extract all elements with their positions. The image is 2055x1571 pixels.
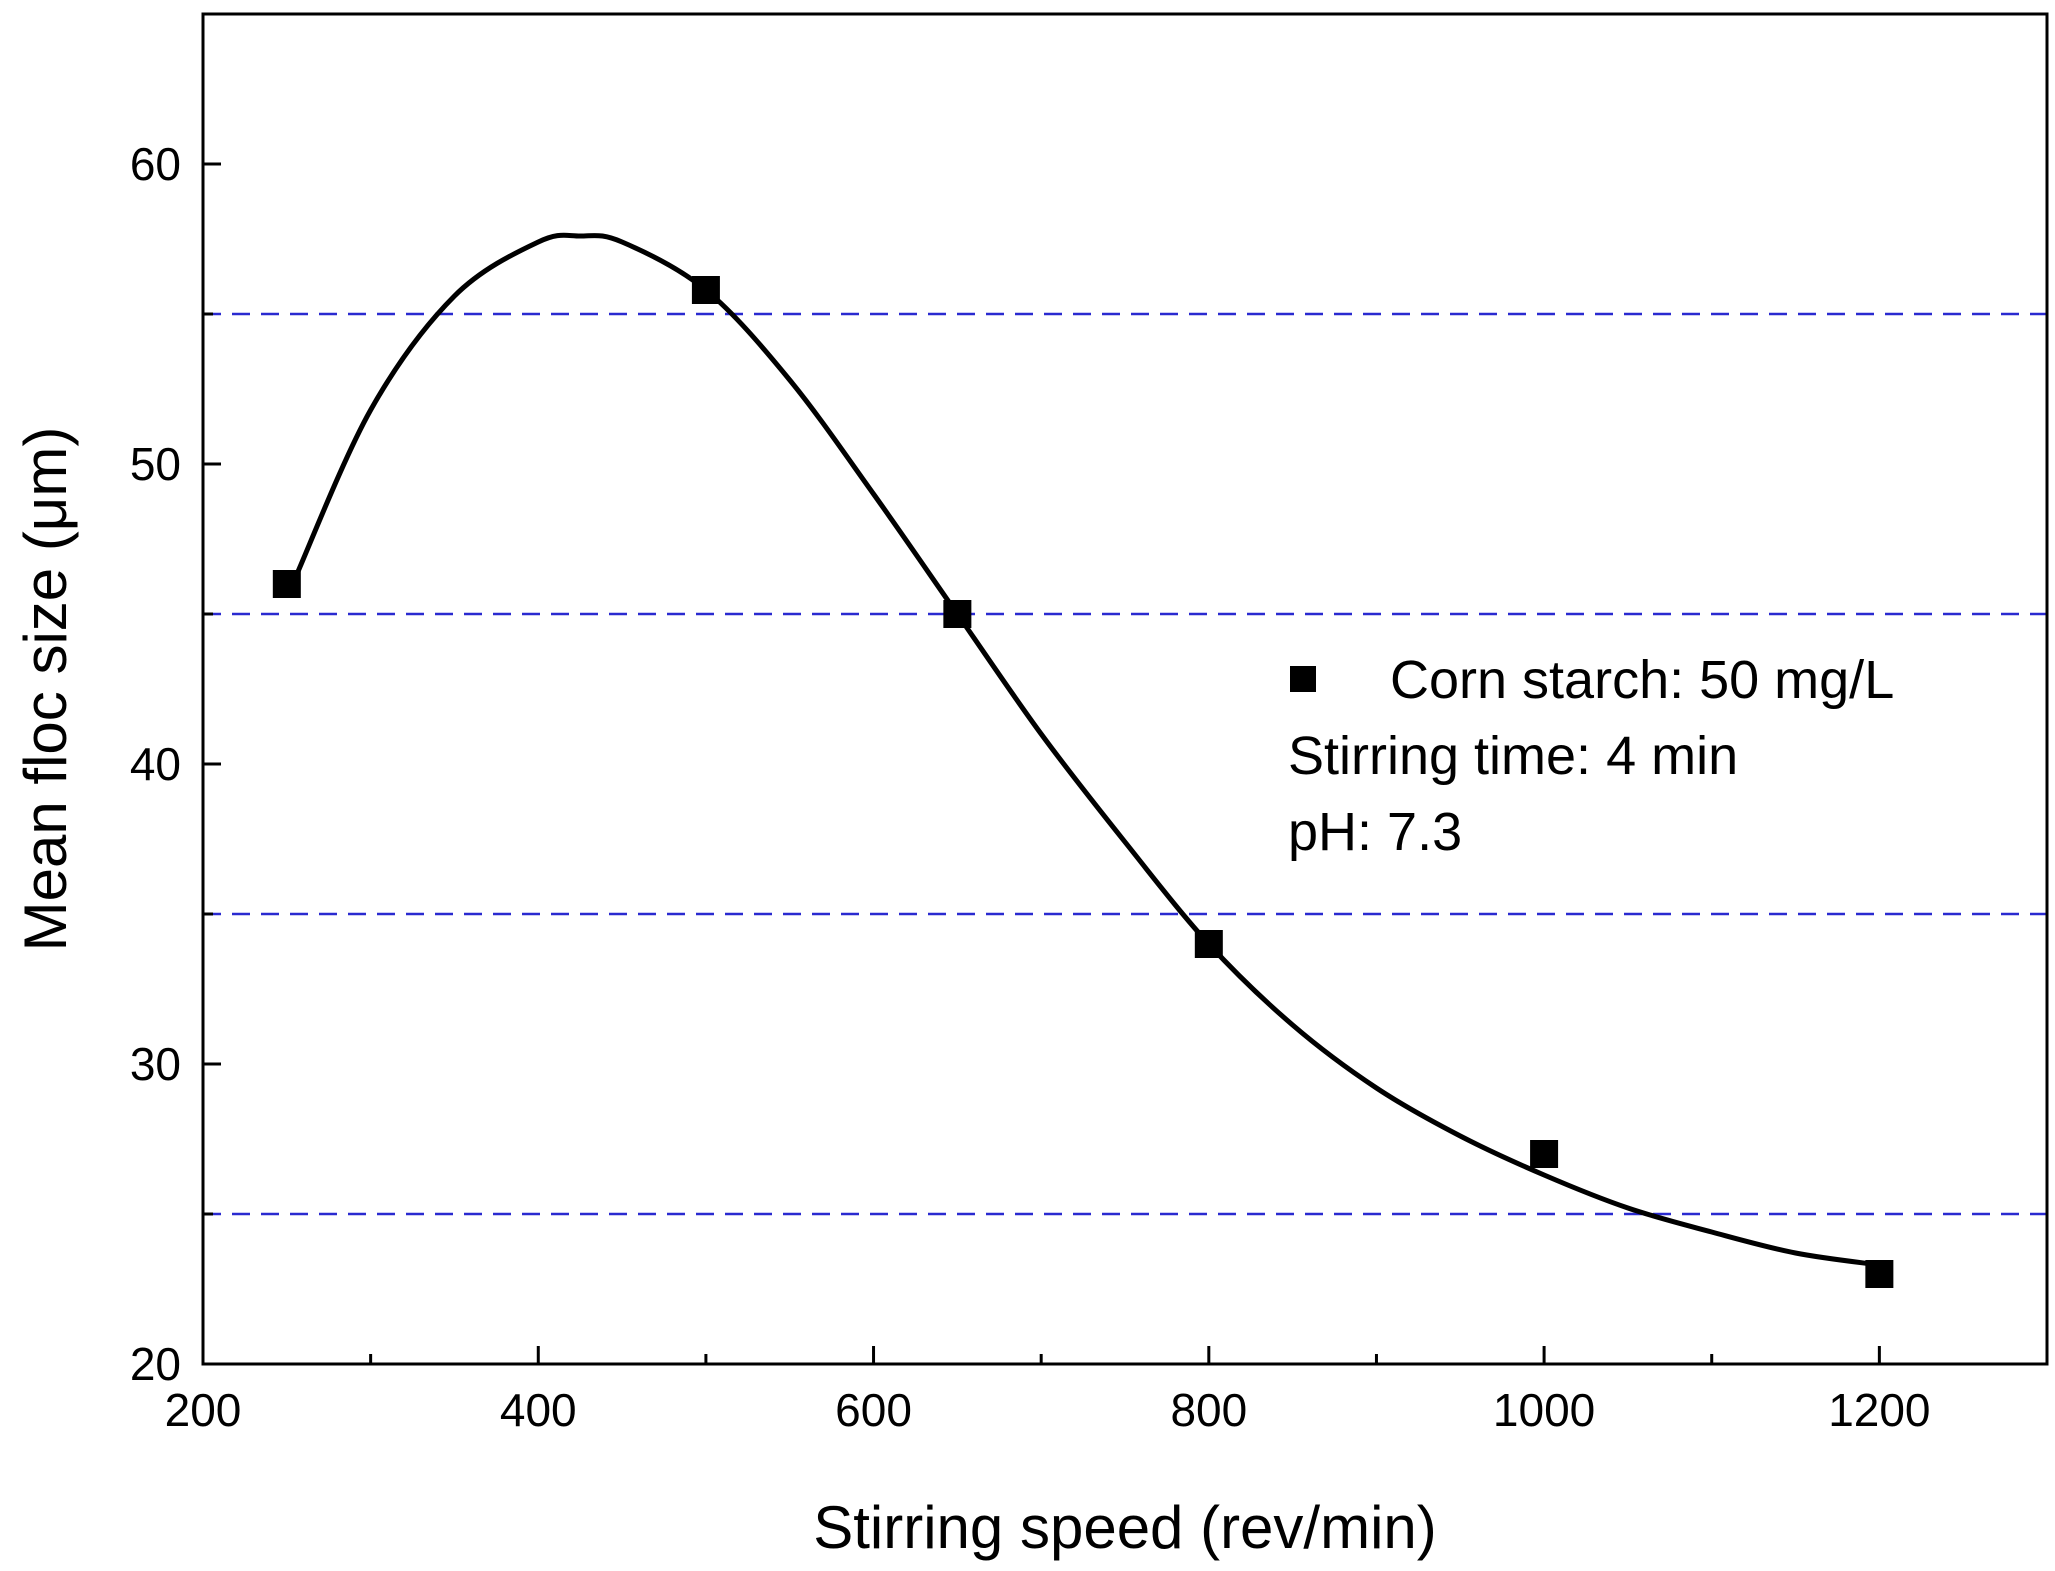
plot-frame (201, 12, 2049, 1366)
data-point (1530, 1140, 1559, 1168)
data-point (691, 276, 720, 304)
y-tick-label: 60 (130, 138, 181, 190)
data-point (1865, 1260, 1894, 1288)
legend: Corn starch: 50 mg/L Stirring time: 4 mi… (1288, 650, 1894, 862)
legend-marker-square (1290, 666, 1316, 692)
reference-lines (203, 312, 2047, 1216)
x-tick-label: 600 (835, 1384, 912, 1436)
y-tick-label: 40 (130, 738, 181, 790)
x-axis-title: Stirring speed (rev/min) (813, 1494, 1437, 1561)
y-tick-labels: 20 30 40 50 60 (130, 138, 181, 1390)
x-tick-label: 800 (1170, 1384, 1247, 1436)
x-tick-label: 1200 (1828, 1384, 1930, 1436)
fit-curve-layer (292, 232, 1880, 1268)
data-point (1194, 930, 1223, 958)
legend-series-label: Corn starch: 50 mg/L (1390, 650, 1894, 710)
data-point (272, 570, 301, 598)
y-tick-label: 30 (130, 1038, 181, 1090)
legend-ph: pH: 7.3 (1288, 802, 1462, 862)
x-tick-label: 400 (500, 1384, 577, 1436)
x-tick-label: 1000 (1493, 1384, 1595, 1436)
axis-ticks (201, 162, 1881, 1366)
data-point-layer (272, 276, 1894, 1288)
x-tick-label: 200 (165, 1384, 242, 1436)
y-tick-label: 20 (130, 1338, 181, 1390)
fit-curve (292, 232, 1880, 1268)
legend-stirring-time: Stirring time: 4 min (1288, 726, 1738, 786)
x-tick-labels: 200 400 600 800 1000 1200 (165, 1384, 1931, 1436)
y-axis-title: Mean floc size (μm) (12, 427, 79, 952)
y-tick-label: 50 (130, 438, 181, 490)
data-point (943, 600, 972, 628)
